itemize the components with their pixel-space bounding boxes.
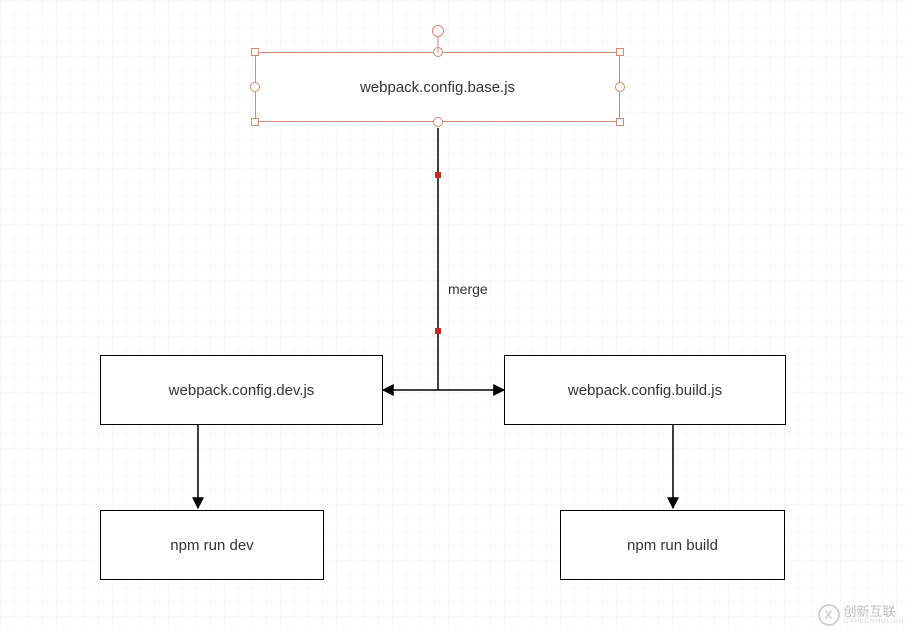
node-rundev[interactable]: npm run dev xyxy=(100,510,324,580)
watermark-icon: X xyxy=(818,604,840,626)
node-label: webpack.config.base.js xyxy=(360,79,515,96)
rotation-stem xyxy=(437,37,438,53)
node-runbuild[interactable]: npm run build xyxy=(560,510,785,580)
resize-handle-tr[interactable] xyxy=(616,48,624,56)
connection-point-left[interactable] xyxy=(250,82,260,92)
watermark-subtext: CXHLCNHULIAN xyxy=(844,618,904,625)
node-label: webpack.config.dev.js xyxy=(169,382,315,399)
node-base[interactable]: webpack.config.base.js xyxy=(255,52,620,122)
resize-handle-br[interactable] xyxy=(616,118,624,126)
node-label: webpack.config.build.js xyxy=(568,382,722,399)
edge-label-merge: merge xyxy=(448,281,488,297)
rotation-handle[interactable] xyxy=(432,25,444,37)
connection-point-bottom[interactable] xyxy=(433,117,443,127)
node-build[interactable]: webpack.config.build.js xyxy=(504,355,786,425)
diagram-canvas[interactable]: merge webpack.config.base.js webpack.con… xyxy=(0,0,908,630)
connection-point-right[interactable] xyxy=(615,82,625,92)
watermark: X 创新互联 CXHLCNHULIAN xyxy=(818,604,904,626)
resize-handle-tl[interactable] xyxy=(251,48,259,56)
watermark-text: 创新互联 xyxy=(844,605,904,618)
node-dev[interactable]: webpack.config.dev.js xyxy=(100,355,383,425)
resize-handle-bl[interactable] xyxy=(251,118,259,126)
node-label: npm run dev xyxy=(170,537,253,554)
node-label: npm run build xyxy=(627,537,718,554)
